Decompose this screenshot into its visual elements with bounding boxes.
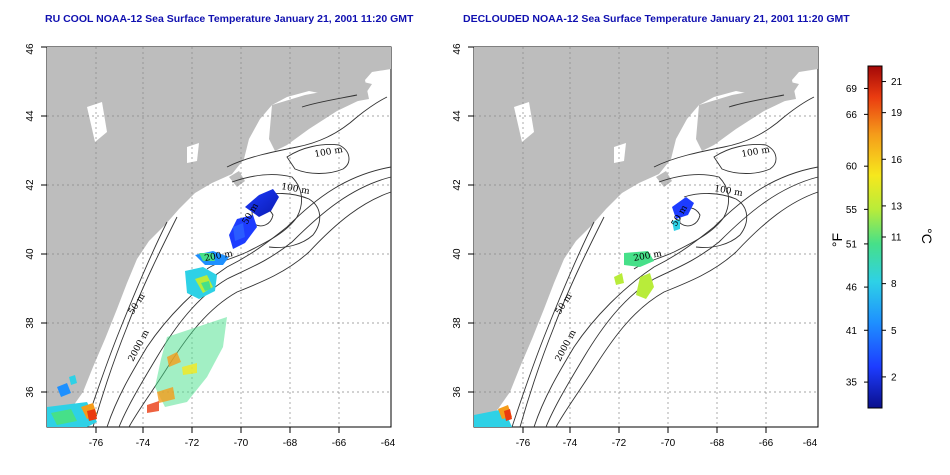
y-tick-label: 44 [452, 110, 463, 122]
y-tick-labels: 36 38 40 42 44 46 [452, 43, 463, 398]
colorbar-gradient [867, 65, 883, 409]
y-tick-label: 36 [452, 386, 463, 398]
fahrenheit-tick-label: 35 [846, 378, 858, 389]
fahrenheit-tick-label: 60 [846, 162, 858, 173]
celsius-tick-label: 21 [891, 77, 903, 88]
x-tick-label: -64 [803, 438, 818, 449]
x-tick-label: -74 [136, 438, 151, 449]
contour-label: 100 m [314, 145, 344, 160]
celsius-ticks: 21 19 16 13 11 8 5 2 [882, 77, 903, 383]
y-tick-label: 38 [452, 317, 463, 329]
axis-ticks [41, 46, 340, 433]
x-tick-label: -66 [332, 438, 347, 449]
panel-title: RU COOL NOAA-12 Sea Surface Temperature … [45, 13, 414, 25]
celsius-tick-label: 2 [891, 372, 897, 383]
celsius-tick-label: 16 [891, 155, 903, 166]
land-mass [474, 47, 818, 427]
fahrenheit-tick-label: 55 [846, 205, 858, 216]
x-tick-label: -76 [89, 438, 104, 449]
fahrenheit-tick-label: 46 [846, 283, 858, 294]
x-tick-label: -70 [234, 438, 249, 449]
celsius-tick-label: 19 [891, 108, 903, 119]
x-tick-label: -70 [661, 438, 676, 449]
sst-data-right [474, 197, 694, 427]
x-tick-label: -64 [381, 438, 396, 449]
fahrenheit-tick-label: 51 [846, 239, 858, 250]
nova-scotia-land [269, 81, 372, 151]
map-panel-left: RU COOL NOAA-12 Sea Surface Temperature … [25, 13, 414, 449]
land-mass [47, 47, 391, 427]
fahrenheit-tick-label: 41 [846, 326, 858, 337]
axis-ticks [468, 46, 767, 433]
y-tick-label: 38 [25, 317, 36, 329]
fahrenheit-tick-label: 66 [846, 110, 858, 121]
map-panel-right: DECLOUDED NOAA-12 Sea Surface Temperatur… [452, 13, 850, 449]
celsius-tick-label: 13 [891, 201, 903, 212]
x-tick-labels: -76 -74 -72 -70 -68 -66 -64 [89, 438, 396, 449]
y-tick-label: 42 [452, 179, 463, 191]
fahrenheit-ticks: 69 66 60 55 51 46 41 35 [846, 84, 868, 389]
y-tick-labels: 36 38 40 42 44 46 [25, 43, 36, 398]
x-tick-label: -66 [759, 438, 774, 449]
x-tick-label: -68 [283, 438, 298, 449]
panel-title: DECLOUDED NOAA-12 Sea Surface Temperatur… [463, 13, 850, 25]
y-tick-label: 36 [25, 386, 36, 398]
x-tick-label: -68 [710, 438, 725, 449]
x-tick-label: -72 [612, 438, 627, 449]
y-tick-label: 46 [25, 43, 36, 55]
y-tick-label: 44 [25, 110, 36, 122]
contour-label: 100 m [741, 145, 771, 160]
celsius-tick-label: 11 [891, 233, 902, 244]
y-tick-label: 40 [25, 248, 36, 260]
contour-label: 200 m [204, 249, 234, 264]
y-tick-label: 42 [25, 179, 36, 191]
fahrenheit-tick-label: 69 [846, 84, 858, 95]
colorbar: 69 66 60 55 51 46 41 35 21 19 16 13 11 8 5 2 °F °C [829, 65, 935, 409]
x-tick-label: -74 [563, 438, 578, 449]
contour-label: 200 m [633, 249, 663, 264]
x-tick-label: -76 [516, 438, 531, 449]
contour-label: 100 m [280, 182, 310, 197]
x-tick-labels: -76 -74 -72 -70 -68 -66 -64 [516, 438, 818, 449]
y-tick-label: 40 [452, 248, 463, 260]
sst-data-left [47, 189, 279, 427]
y-tick-label: 46 [452, 43, 463, 55]
bathymetry-contours [511, 94, 819, 428]
contour-label: 100 m [713, 184, 743, 199]
celsius-unit-label: °C [919, 228, 935, 244]
nova-scotia-land [696, 81, 799, 151]
x-tick-label: -72 [185, 438, 200, 449]
celsius-tick-label: 8 [891, 279, 897, 290]
fahrenheit-unit-label: °F [829, 233, 845, 247]
celsius-tick-label: 5 [891, 326, 897, 337]
